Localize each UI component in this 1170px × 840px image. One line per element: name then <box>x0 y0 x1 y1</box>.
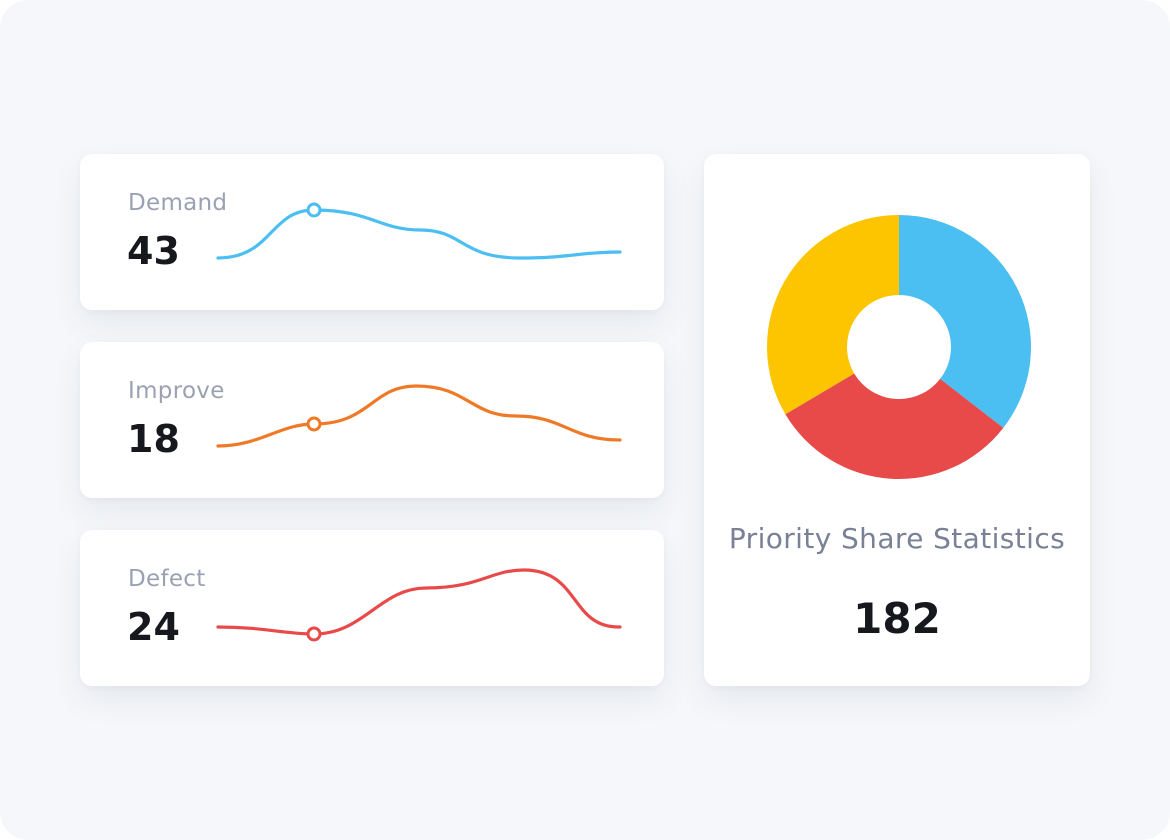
sparkline-improve <box>216 384 622 448</box>
donut-slice-2[interactable] <box>767 215 899 415</box>
metric-label: Improve <box>128 378 225 404</box>
sparkline-marker[interactable] <box>306 202 322 218</box>
metric-value: 24 <box>127 605 180 649</box>
sparkline-demand <box>216 202 622 260</box>
donut-slice-0[interactable] <box>899 215 1031 428</box>
metric-value: 18 <box>127 417 180 461</box>
sparkline-path <box>216 208 622 260</box>
donut-slice-1[interactable] <box>785 373 1004 480</box>
sparkline-defect <box>216 568 622 642</box>
share-total: 182 <box>853 594 941 643</box>
sparkline-path <box>216 568 622 636</box>
metric-card-defect[interactable]: Defect 24 <box>80 530 664 686</box>
sparkline-marker[interactable] <box>306 626 322 642</box>
metric-label: Demand <box>128 190 228 216</box>
donut-chart <box>767 215 1031 480</box>
metric-card-improve[interactable]: Improve 18 <box>80 342 664 498</box>
sparkline-path <box>216 384 622 448</box>
priority-share-card: Priority Share Statistics 182 <box>704 154 1090 686</box>
metric-label: Defect <box>128 566 206 592</box>
sparkline-marker[interactable] <box>306 416 322 432</box>
metric-value: 43 <box>127 229 180 273</box>
metric-card-demand[interactable]: Demand 43 <box>80 154 664 310</box>
share-title: Priority Share Statistics <box>728 522 1066 555</box>
